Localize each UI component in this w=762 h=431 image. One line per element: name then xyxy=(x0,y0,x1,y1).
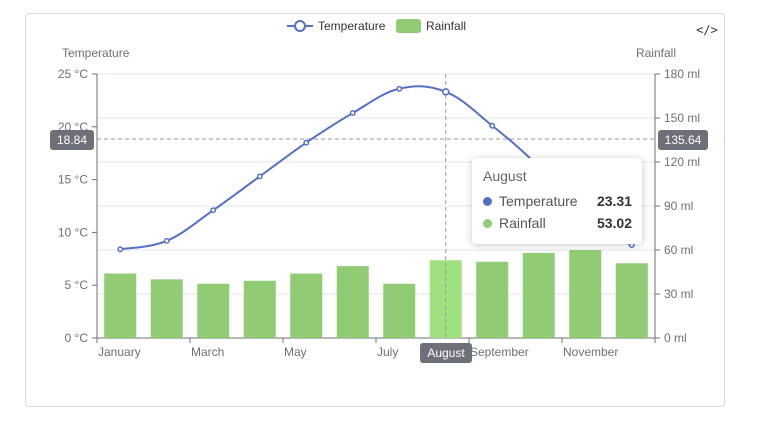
left-axis-tick-label: 25 °C xyxy=(58,67,88,81)
right-axis-title: Rainfall xyxy=(636,46,676,60)
temperature-point xyxy=(442,88,450,96)
tooltip-row-temperature: Temperature 23.31 xyxy=(483,190,632,212)
right-axis-tick-label: 180 ml xyxy=(664,67,700,81)
temperature-point xyxy=(489,122,496,129)
temperature-point xyxy=(210,207,217,214)
x-axis-tick-label: January xyxy=(98,345,141,359)
left-axis-title: Temperature xyxy=(62,46,130,60)
bar xyxy=(615,263,648,338)
tooltip-row-rainfall: Rainfall 53.02 xyxy=(483,212,632,234)
tooltip: August Temperature 23.31 Rainfall 53.02 xyxy=(472,158,642,244)
x-axis-tick-label: March xyxy=(191,345,224,359)
bar xyxy=(336,266,369,338)
left-axis-tick-label: 10 °C xyxy=(58,225,88,239)
tooltip-title: August xyxy=(483,168,527,184)
bar xyxy=(476,261,509,338)
right-axis-tick-label: 90 ml xyxy=(664,199,693,213)
tooltip-value: 53.02 xyxy=(596,215,632,231)
tooltip-name: Temperature xyxy=(499,193,578,209)
x-axis-tick-label: July xyxy=(377,345,398,359)
temperature-point xyxy=(256,173,263,180)
x-axis-tick-label: May xyxy=(284,345,307,359)
tooltip-dot-rainfall xyxy=(483,218,492,228)
bar xyxy=(383,283,416,338)
tooltip-name: Rainfall xyxy=(499,215,546,231)
left-axis-tick-label: 5 °C xyxy=(65,278,89,292)
crosshair-right-value: 135.64 xyxy=(658,130,708,150)
temperature-point xyxy=(396,85,403,92)
bar xyxy=(150,279,183,338)
left-axis-tick-label: 0 °C xyxy=(65,331,89,345)
legend-rainfall-label: Rainfall xyxy=(426,19,466,33)
crosshair-category-label: August xyxy=(420,343,472,363)
temperature-point xyxy=(117,246,124,253)
bar xyxy=(522,252,555,338)
code-view-icon[interactable]: </> xyxy=(696,23,718,37)
bar xyxy=(197,283,230,338)
right-axis-tick-label: 0 ml xyxy=(664,331,687,345)
tooltip-dot-temperature xyxy=(483,196,492,206)
right-axis-tick-label: 30 ml xyxy=(664,287,693,301)
bar xyxy=(290,273,323,338)
right-axis-tick-label: 60 ml xyxy=(664,243,693,257)
temperature-point xyxy=(163,237,170,244)
temperature-point xyxy=(349,110,356,117)
tooltip-value: 23.31 xyxy=(596,193,632,209)
legend-rainfall-swatch xyxy=(396,19,421,33)
bar xyxy=(104,273,137,338)
right-axis-tick-label: 120 ml xyxy=(664,155,700,169)
x-axis-tick-label: September xyxy=(470,345,529,359)
legend-temperature-label: Temperature xyxy=(318,19,386,33)
bar xyxy=(243,280,276,338)
left-axis-tick-label: 15 °C xyxy=(58,173,88,187)
right-axis-tick-label: 150 ml xyxy=(664,111,700,125)
legend-temperature-marker xyxy=(294,20,306,32)
x-axis-tick-label: November xyxy=(563,345,618,359)
temperature-point xyxy=(303,139,310,146)
crosshair-left-value: 18.84 xyxy=(50,130,94,150)
bar xyxy=(569,250,602,338)
